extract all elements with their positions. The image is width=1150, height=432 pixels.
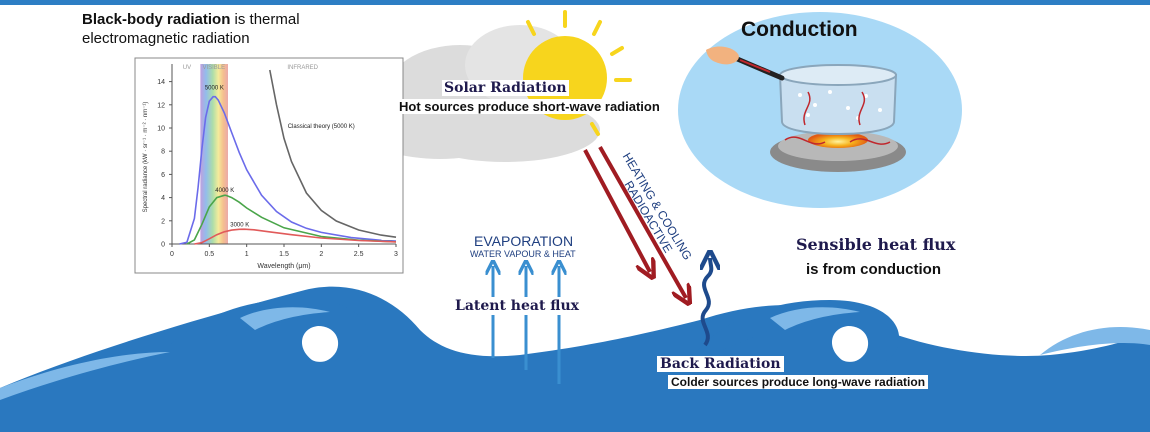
region-label-infrared: INFRARED: [287, 65, 318, 71]
series-annotation-3: Classical theory (5000 K): [288, 124, 355, 130]
series-line-1: [186, 194, 397, 245]
x-tick-label: 2.5: [354, 251, 364, 258]
back-radiation-subtitle: Colder sources produce long-wave radiati…: [668, 375, 929, 389]
solar-title: Solar Radiation: [442, 80, 569, 96]
series-line-0: [179, 95, 397, 245]
intro-bold: Black-body radiation: [82, 11, 231, 28]
y-tick-label: 8: [161, 149, 165, 156]
sensible-line2: is from conduction: [806, 261, 941, 278]
evaporation-subtitle: WATER VAPOUR & HEAT: [470, 249, 576, 259]
evaporation-title: EVAPORATION: [474, 233, 574, 249]
radiative-arrow-1: [583, 149, 650, 272]
y-tick-label: 6: [161, 172, 165, 179]
x-tick-label: 1: [245, 251, 249, 258]
series-annotation-0: 5000 K: [205, 86, 224, 92]
x-axis-label: Wavelength (μm): [257, 263, 310, 270]
intro-text: Black-body radiation is thermal electrom…: [82, 10, 300, 48]
blackbody-chart: 0 0.5 1 1.5 2 2.5 3 0 2 4 6 8 10 12 14 Wavelength (μm) S…: [134, 57, 404, 274]
series-line-2: [194, 228, 397, 245]
sensible-line1: Sensible heat flux: [796, 235, 956, 254]
series-annotation-2: 3000 K: [230, 223, 249, 229]
x-tick-label: 0.5: [204, 251, 214, 258]
top-bar: [0, 0, 1150, 5]
ocean: [0, 286, 1150, 432]
y-tick-label: 2: [161, 218, 165, 225]
x-tick-label: 3: [394, 251, 398, 258]
y-tick-label: 10: [157, 126, 165, 133]
y-tick-label: 12: [157, 102, 165, 109]
radiative-arrow-2: [598, 146, 686, 298]
intro-line2: electromagnetic radiation: [82, 30, 250, 47]
region-label-visible: VISIBLE: [202, 65, 225, 71]
x-tick-label: 1.5: [279, 251, 289, 258]
series-annotation-1: 4000 K: [215, 188, 234, 194]
intro-rest: is thermal: [230, 11, 300, 28]
x-tick-label: 2: [319, 251, 323, 258]
back-radiation-arrow: [703, 258, 712, 347]
conduction-title: Conduction: [741, 18, 858, 41]
x-tick-label: 0: [170, 251, 174, 258]
latent-label: Latent heat flux: [452, 297, 583, 315]
back-radiation-title: Back Radiation: [657, 356, 784, 372]
y-tick-label: 14: [157, 79, 165, 86]
region-label-uv: UV: [183, 65, 191, 71]
y-axis-label: Spectral radiance (kW · sr⁻¹ · m⁻² · nm⁻…: [143, 102, 149, 213]
solar-subtitle: Hot sources produce short-wave radiation: [397, 99, 662, 114]
visible-band: [200, 64, 228, 244]
conduction-illustration: [678, 12, 962, 208]
y-tick-label: 4: [161, 195, 165, 202]
y-tick-label: 0: [161, 242, 165, 249]
series-line-3: [269, 69, 397, 238]
radiative-label: RADIOACTIVE HEATING & COOLING: [620, 150, 695, 262]
